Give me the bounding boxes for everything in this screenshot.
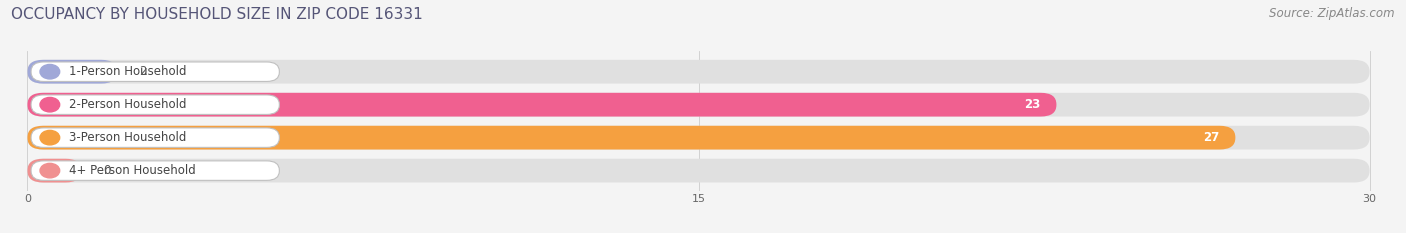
FancyBboxPatch shape bbox=[28, 60, 1369, 84]
FancyBboxPatch shape bbox=[31, 95, 280, 114]
FancyBboxPatch shape bbox=[28, 126, 1236, 150]
Circle shape bbox=[39, 65, 59, 79]
Text: 3-Person Household: 3-Person Household bbox=[69, 131, 186, 144]
Text: 0: 0 bbox=[104, 164, 111, 177]
Text: 4+ Person Household: 4+ Person Household bbox=[69, 164, 195, 177]
FancyBboxPatch shape bbox=[28, 60, 117, 84]
Text: 1-Person Household: 1-Person Household bbox=[69, 65, 186, 78]
Text: 2-Person Household: 2-Person Household bbox=[69, 98, 186, 111]
FancyBboxPatch shape bbox=[31, 161, 280, 180]
Text: OCCUPANCY BY HOUSEHOLD SIZE IN ZIP CODE 16331: OCCUPANCY BY HOUSEHOLD SIZE IN ZIP CODE … bbox=[11, 7, 423, 22]
Circle shape bbox=[39, 163, 59, 178]
Circle shape bbox=[39, 97, 59, 112]
Circle shape bbox=[39, 130, 59, 145]
Text: Source: ZipAtlas.com: Source: ZipAtlas.com bbox=[1270, 7, 1395, 20]
FancyBboxPatch shape bbox=[28, 159, 1369, 182]
Text: 2: 2 bbox=[139, 65, 146, 78]
Text: 23: 23 bbox=[1025, 98, 1040, 111]
FancyBboxPatch shape bbox=[28, 93, 1369, 116]
Text: 27: 27 bbox=[1204, 131, 1219, 144]
FancyBboxPatch shape bbox=[28, 93, 1056, 116]
FancyBboxPatch shape bbox=[28, 126, 1369, 150]
FancyBboxPatch shape bbox=[31, 62, 280, 82]
FancyBboxPatch shape bbox=[28, 159, 82, 182]
FancyBboxPatch shape bbox=[31, 128, 280, 147]
